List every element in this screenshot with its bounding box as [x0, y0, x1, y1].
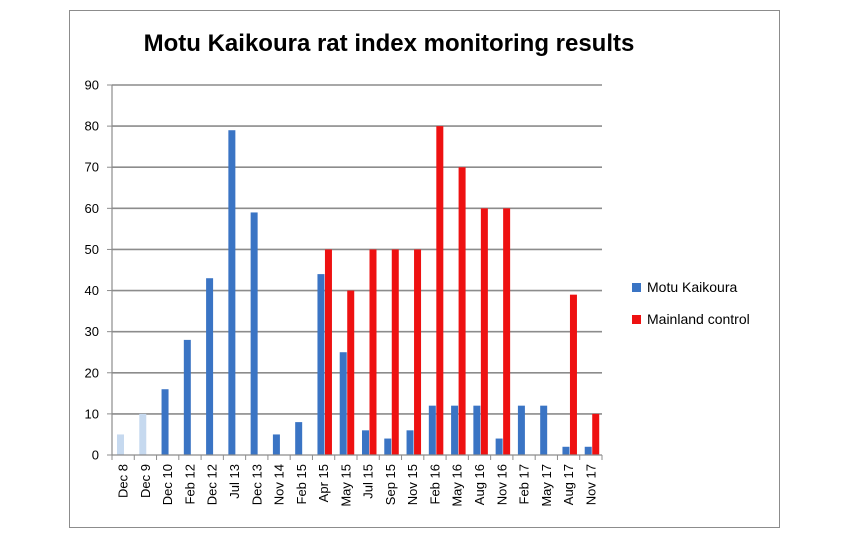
y-tick-label: 40	[85, 283, 99, 298]
bar-mainland-control	[503, 208, 511, 455]
bar-motu-kaikoura	[406, 430, 414, 455]
y-tick-label: 70	[85, 160, 99, 175]
x-tick-label: Aug 16	[472, 464, 487, 505]
x-tick-label: Dec 12	[205, 464, 220, 505]
x-tick-label: May 15	[338, 464, 353, 507]
x-tick-label: Apr 15	[316, 464, 331, 502]
x-tick-label: Feb 17	[517, 464, 532, 504]
y-tick-label: 30	[85, 324, 99, 339]
bar-motu-kaikoura	[495, 438, 503, 455]
x-tick-label: Nov 15	[405, 464, 420, 505]
bar-motu-kaikoura	[139, 413, 147, 455]
y-tick-label: 90	[85, 78, 99, 93]
bar-motu-kaikoura	[384, 438, 392, 455]
bar-motu-kaikoura	[317, 274, 325, 455]
bar-motu-kaikoura	[339, 352, 347, 455]
bar-mainland-control	[436, 126, 444, 455]
bar-mainland-control	[369, 249, 377, 455]
legend-label-mainland: Mainland control	[647, 311, 750, 327]
x-tick-label: Nov 16	[494, 464, 509, 505]
bar-motu-kaikoura	[451, 405, 459, 455]
bar-motu-kaikoura	[117, 434, 124, 455]
bar-motu-kaikoura	[295, 422, 303, 455]
y-tick-label: 10	[85, 406, 99, 421]
x-tick-label: Nov 17	[583, 464, 598, 505]
bar-motu-kaikoura	[183, 339, 191, 455]
x-tick-label: Nov 14	[272, 464, 287, 505]
legend-item-motu: Motu Kaikoura	[632, 272, 750, 302]
bar-motu-kaikoura	[428, 405, 436, 455]
x-tick-label: Feb 12	[182, 464, 197, 504]
legend-label-motu: Motu Kaikoura	[647, 279, 738, 295]
y-tick-label: 50	[85, 242, 99, 257]
chart-title: Motu Kaikoura rat index monitoring resul…	[143, 30, 635, 57]
x-tick-label: Jul 13	[227, 464, 242, 499]
x-tick-label: Jul 15	[361, 464, 376, 499]
bar-motu-kaikoura	[584, 446, 592, 455]
y-tick-label: 20	[85, 365, 99, 380]
x-tick-label: Dec 8	[116, 464, 131, 498]
bar-mainland-control	[391, 249, 399, 455]
bar-mainland-control	[414, 249, 422, 455]
x-tick-label: Feb 15	[294, 464, 309, 504]
bar-mainland-control	[480, 208, 488, 455]
bar-motu-kaikoura	[250, 212, 258, 455]
x-tick-label: Aug 17	[561, 464, 576, 505]
y-tick-label: 0	[92, 448, 99, 463]
x-tick-label: Dec 13	[249, 464, 264, 505]
bar-mainland-control	[347, 290, 355, 455]
bar-mainland-control	[569, 294, 577, 455]
bar-motu-kaikoura	[473, 405, 481, 455]
bar-motu-kaikoura	[272, 434, 280, 455]
bar-motu-kaikoura	[206, 278, 214, 455]
x-tick-label: Dec 9	[138, 464, 153, 498]
bar-mainland-control	[592, 413, 600, 455]
legend-swatch-mainland	[632, 314, 641, 324]
bar-motu-kaikoura	[161, 389, 169, 455]
chart-legend: Motu Kaikoura Mainland control	[632, 272, 750, 336]
bar-mainland-control	[324, 249, 332, 455]
bar-motu-kaikoura	[562, 446, 570, 455]
x-tick-label: Feb 16	[427, 464, 442, 504]
x-tick-label: May 16	[450, 464, 465, 507]
legend-swatch-motu	[632, 282, 641, 292]
y-tick-label: 80	[85, 119, 99, 134]
bar-mainland-control	[458, 167, 466, 455]
bar-motu-kaikoura	[228, 130, 236, 455]
y-tick-label: 60	[85, 201, 99, 216]
legend-item-mainland: Mainland control	[632, 304, 750, 334]
x-tick-label: Dec 10	[160, 464, 175, 505]
bar-motu-kaikoura	[362, 430, 369, 455]
x-tick-label: Sep 15	[383, 464, 398, 505]
bar-motu-kaikoura	[517, 405, 525, 455]
x-tick-label: May 17	[539, 464, 554, 507]
bar-motu-kaikoura	[540, 405, 548, 455]
